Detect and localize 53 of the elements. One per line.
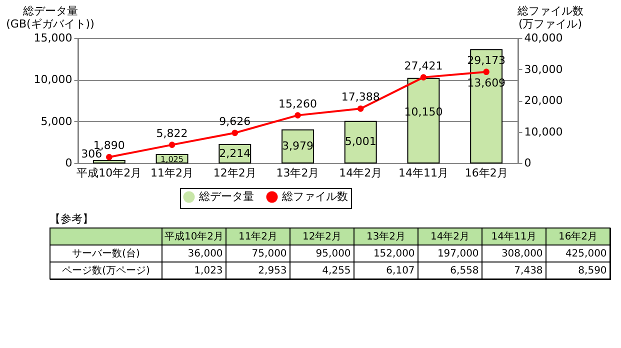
data-label: 15,260 (278, 97, 317, 110)
data-label: 4,255 (322, 266, 351, 276)
x-tick-label: 16年2月 (464, 166, 508, 180)
data-label: 36,000 (188, 248, 223, 260)
legend-label: 総データ量 (198, 190, 254, 203)
data-label: 197,000 (437, 248, 479, 260)
data-label: 6,558 (450, 266, 479, 276)
category-label: 12年2月 (302, 230, 342, 242)
data-label: 17,388 (341, 90, 380, 104)
data-label: 1,023 (194, 266, 223, 276)
data-label: 27,421 (404, 59, 443, 72)
category-label: 16年2月 (558, 230, 598, 242)
x-tick-label: 13年2月 (276, 166, 320, 180)
y2-tick-label: 20,000 (524, 94, 563, 107)
x-tick-label: 14年2月 (339, 166, 382, 180)
y-axis-title: 総データ量 (GB(ギガバイト)) (6, 4, 94, 30)
y2-tick-label: 0 (524, 156, 532, 170)
x-tick-label: 11年2月 (150, 166, 194, 180)
category-label: 11年2月 (238, 230, 278, 242)
data-label: 3,979 (282, 139, 314, 152)
category-label: 14年2月 (430, 230, 470, 242)
y2-tick-label: 40,000 (524, 32, 563, 44)
data-label: 425,000 (565, 248, 607, 260)
y2-axis-title: 総ファイル数 (万ファイル) (516, 4, 584, 30)
data-label: 5,822 (156, 126, 188, 140)
y-tick-label: 5,000 (40, 114, 72, 128)
data-label: 75,000 (252, 248, 287, 260)
text: サーバー数(台) (72, 248, 140, 260)
x-tick-label: 12年2月 (213, 166, 256, 180)
y2-tick-label: 10,000 (524, 125, 563, 138)
text: 【参考】 (50, 212, 94, 226)
data-label: 152,000 (373, 248, 415, 260)
category-label: 13年2月 (366, 230, 406, 242)
category-label: 平成10年2月 (164, 230, 224, 242)
data-label: 308,000 (501, 248, 543, 260)
data-label: 8,590 (578, 266, 607, 276)
data-label: 2,953 (258, 266, 287, 276)
legend-label: 総ファイル数 (281, 190, 348, 203)
data-label: 5,001 (344, 135, 376, 148)
data-label: 7,438 (514, 266, 543, 276)
data-label: 9,626 (219, 114, 251, 128)
data-label: 95,000 (316, 248, 351, 260)
category-label: 14年11月 (491, 230, 537, 242)
series-label: ページ数(万ページ) (62, 266, 150, 276)
y-tick-label: 10,000 (34, 73, 72, 86)
y-tick-label: 0 (65, 156, 72, 170)
y-tick-label: 15,000 (34, 32, 72, 44)
data-label: 2,214 (219, 146, 251, 160)
x-tick-label: 14年11月 (398, 166, 448, 180)
data-label: 6,107 (386, 266, 415, 276)
x-tick-label: 平成10年2月 (76, 166, 142, 180)
data-label: 1,025 (160, 155, 184, 164)
y2-tick-label: 30,000 (524, 62, 563, 76)
